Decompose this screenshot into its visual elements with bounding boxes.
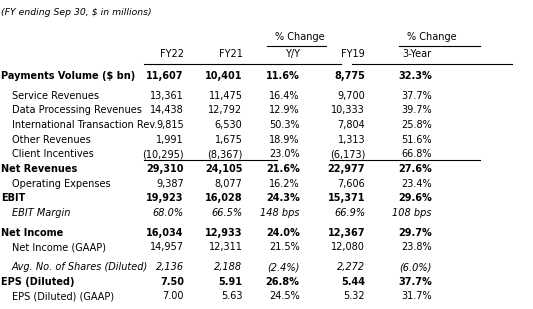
- Text: 16,028: 16,028: [205, 193, 243, 203]
- Text: 9,387: 9,387: [156, 179, 184, 189]
- Text: Net Revenues: Net Revenues: [1, 164, 77, 174]
- Text: 14,438: 14,438: [150, 105, 184, 115]
- Text: EBIT: EBIT: [1, 193, 25, 203]
- Text: EPS (Diluted) (GAAP): EPS (Diluted) (GAAP): [12, 291, 114, 301]
- Text: 5.91: 5.91: [219, 277, 243, 287]
- Text: 7.00: 7.00: [163, 291, 184, 301]
- Text: 24.5%: 24.5%: [269, 291, 300, 301]
- Text: 12,367: 12,367: [328, 228, 365, 238]
- Text: 21.6%: 21.6%: [266, 164, 300, 174]
- Text: Other Revenues: Other Revenues: [12, 135, 91, 145]
- Text: 39.7%: 39.7%: [401, 105, 432, 115]
- Text: Service Revenues: Service Revenues: [12, 91, 99, 101]
- Text: (6,173): (6,173): [330, 149, 365, 159]
- Text: 26.8%: 26.8%: [265, 277, 300, 287]
- Text: 12,933: 12,933: [205, 228, 243, 238]
- Text: EBIT Margin: EBIT Margin: [12, 208, 70, 218]
- Text: 12.9%: 12.9%: [269, 105, 300, 115]
- Text: 5.32: 5.32: [343, 291, 365, 301]
- Text: 11,607: 11,607: [147, 71, 184, 81]
- Text: 22,977: 22,977: [328, 164, 365, 174]
- Text: 23.8%: 23.8%: [401, 242, 432, 252]
- Text: Operating Expenses: Operating Expenses: [12, 179, 110, 189]
- Text: 25.8%: 25.8%: [401, 120, 432, 130]
- Text: 7,606: 7,606: [337, 179, 365, 189]
- Text: 29,310: 29,310: [147, 164, 184, 174]
- Text: 23.4%: 23.4%: [401, 179, 432, 189]
- Text: 68.0%: 68.0%: [153, 208, 184, 218]
- Text: 16.2%: 16.2%: [269, 179, 300, 189]
- Text: 12,792: 12,792: [208, 105, 243, 115]
- Text: FY19: FY19: [341, 49, 365, 59]
- Text: 12,311: 12,311: [208, 242, 243, 252]
- Text: 15,371: 15,371: [328, 193, 365, 203]
- Text: 9,815: 9,815: [156, 120, 184, 130]
- Text: 24,105: 24,105: [205, 164, 243, 174]
- Text: 37.7%: 37.7%: [398, 277, 432, 287]
- Text: 13,361: 13,361: [150, 91, 184, 101]
- Text: 66.9%: 66.9%: [334, 208, 365, 218]
- Text: 66.5%: 66.5%: [212, 208, 243, 218]
- Text: 24.0%: 24.0%: [266, 228, 300, 238]
- Text: Net Income: Net Income: [1, 228, 63, 238]
- Text: 11.6%: 11.6%: [266, 71, 300, 81]
- Text: Payments Volume ($ bn): Payments Volume ($ bn): [1, 71, 135, 81]
- Text: 148 bps: 148 bps: [260, 208, 300, 218]
- Text: International Transaction Rev.: International Transaction Rev.: [12, 120, 157, 130]
- Text: 108 bps: 108 bps: [392, 208, 432, 218]
- Text: 12,080: 12,080: [331, 242, 365, 252]
- Text: 9,700: 9,700: [337, 91, 365, 101]
- Text: 1,675: 1,675: [215, 135, 243, 145]
- Text: 2,272: 2,272: [337, 262, 365, 272]
- Text: 51.6%: 51.6%: [401, 135, 432, 145]
- Text: 21.5%: 21.5%: [269, 242, 300, 252]
- Text: Data Processing Revenues: Data Processing Revenues: [12, 105, 142, 115]
- Text: FY21: FY21: [219, 49, 243, 59]
- Text: 16.4%: 16.4%: [269, 91, 300, 101]
- Text: 14,957: 14,957: [150, 242, 184, 252]
- Text: 5.44: 5.44: [341, 277, 365, 287]
- Text: (10,295): (10,295): [142, 149, 184, 159]
- Text: 5.63: 5.63: [221, 291, 243, 301]
- Text: 50.3%: 50.3%: [269, 120, 300, 130]
- Text: 2,136: 2,136: [156, 262, 184, 272]
- Text: 7.50: 7.50: [160, 277, 184, 287]
- Text: 10,401: 10,401: [205, 71, 243, 81]
- Text: 18.9%: 18.9%: [269, 135, 300, 145]
- Text: 37.7%: 37.7%: [401, 91, 432, 101]
- Text: 32.3%: 32.3%: [398, 71, 432, 81]
- Text: 2,188: 2,188: [214, 262, 243, 272]
- Text: Client Incentives: Client Incentives: [12, 149, 93, 159]
- Text: EPS (Diluted): EPS (Diluted): [1, 277, 75, 287]
- Text: 24.3%: 24.3%: [266, 193, 300, 203]
- Text: 3-Year: 3-Year: [402, 49, 432, 59]
- Text: Avg. No. of Shares (Diluted): Avg. No. of Shares (Diluted): [12, 262, 148, 272]
- Text: 10,333: 10,333: [332, 105, 365, 115]
- Text: 19,923: 19,923: [147, 193, 184, 203]
- Text: 27.6%: 27.6%: [398, 164, 432, 174]
- Text: (6.0%): (6.0%): [399, 262, 432, 272]
- Text: Net Income (GAAP): Net Income (GAAP): [12, 242, 106, 252]
- Text: 66.8%: 66.8%: [401, 149, 432, 159]
- Text: 8,077: 8,077: [215, 179, 243, 189]
- Text: 31.7%: 31.7%: [401, 291, 432, 301]
- Text: 7,804: 7,804: [337, 120, 365, 130]
- Text: 8,775: 8,775: [334, 71, 365, 81]
- Text: (FY ending Sep 30, $ in millions): (FY ending Sep 30, $ in millions): [1, 8, 152, 17]
- Text: 23.0%: 23.0%: [269, 149, 300, 159]
- Text: 29.7%: 29.7%: [398, 228, 432, 238]
- Text: FY22: FY22: [160, 49, 184, 59]
- Text: 1,991: 1,991: [156, 135, 184, 145]
- Text: 11,475: 11,475: [208, 91, 243, 101]
- Text: 29.6%: 29.6%: [398, 193, 432, 203]
- Text: (8,367): (8,367): [207, 149, 243, 159]
- Text: Y/Y: Y/Y: [285, 49, 300, 59]
- Text: % Change: % Change: [407, 32, 457, 42]
- Text: 6,530: 6,530: [215, 120, 243, 130]
- Text: % Change: % Change: [274, 32, 325, 42]
- Text: 1,313: 1,313: [337, 135, 365, 145]
- Text: (2.4%): (2.4%): [267, 262, 300, 272]
- Text: 16,034: 16,034: [147, 228, 184, 238]
